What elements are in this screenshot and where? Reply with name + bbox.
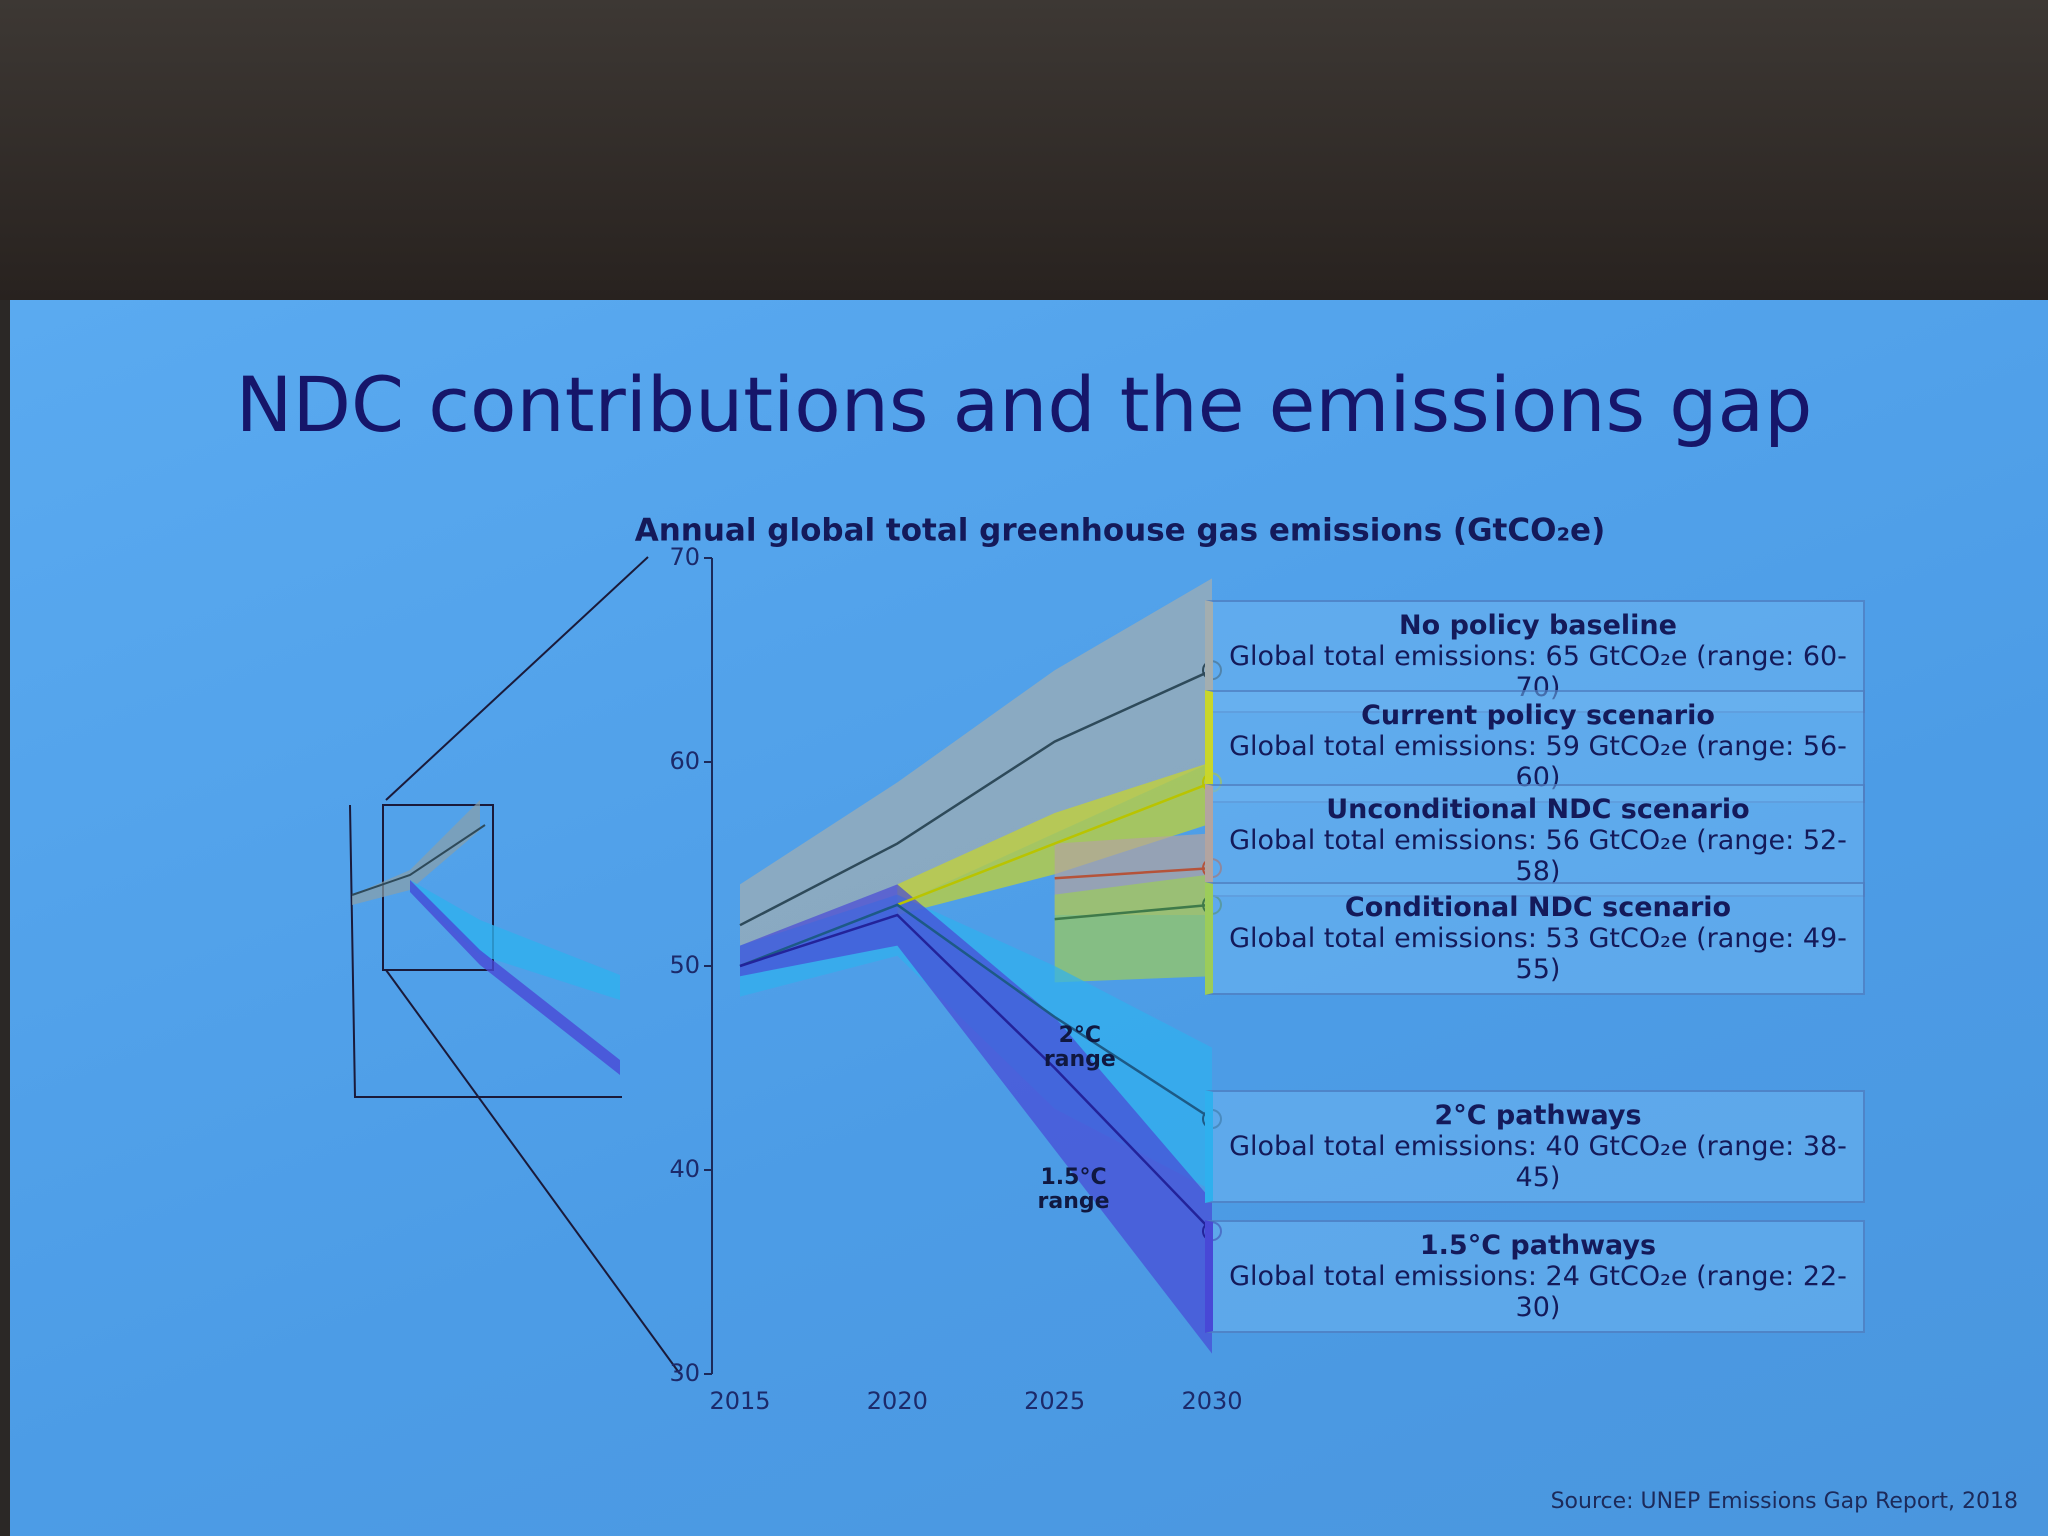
slide-title: NDC contributions and the emissions gap [235,360,1813,449]
legend-box: 1.5°C pathways Global total emissions: 24… [1205,1220,1865,1333]
series-line [739,913,1213,1233]
series-line [739,669,1213,927]
y-tick-label: 50 [669,951,700,979]
x-tick-label: 2030 [1181,1387,1242,1415]
range-band [740,578,1212,966]
range-annotation: 1.5°C range [1037,1165,1110,1215]
legend-detail: Global total emissions: 24 GtCO₂e (range… [1229,1261,1847,1323]
y-tick-label: 40 [669,1155,700,1183]
range-band [1054,874,1212,983]
chart-title: Annual global total greenhouse gas emiss… [635,513,1606,549]
legend-detail: Global total emissions: 56 GtCO₂e (range… [1229,825,1847,887]
x-tick-label: 2020 [867,1387,928,1415]
legend-box: 2°C pathways Global total emissions: 40 G… [1205,1090,1865,1203]
x-tick-label: 2015 [709,1387,770,1415]
y-tick-label: 70 [669,543,700,571]
legend-name: Unconditional NDC scenario [1326,794,1750,825]
legend-name: 1.5°C pathways [1419,1230,1657,1261]
legend-name: 2°C pathways [1434,1100,1642,1131]
legend-name: Current policy scenario [1361,700,1715,731]
y-tick-label: 30 [669,1359,700,1387]
range-band [740,884,1212,1354]
legend-name: Conditional NDC scenario [1344,892,1732,923]
range-annotation: 2°C range [1043,1022,1116,1072]
legend-detail: Global total emissions: 65 GtCO₂e (range… [1229,641,1847,703]
series-line [739,903,1213,1121]
legend-detail: Global total emissions: 40 GtCO₂e (range… [1229,1131,1847,1193]
series-line [1054,903,1213,921]
series-line [1054,866,1213,880]
source-note: Source: UNEP Emissions Gap Report, 2018 [1550,1489,2018,1514]
legend-box: Unconditional NDC scenario Global total e… [1205,784,1865,897]
background [0,0,2048,300]
legend-box: Conditional NDC scenario Global total emi… [1205,882,1865,995]
series-line [896,781,1213,906]
legend-name: No policy baseline [1399,610,1677,641]
legend-detail: Global total emissions: 59 GtCO₂e (range… [1229,731,1847,793]
x-tick-label: 2025 [1024,1387,1085,1415]
inset-thumbnail [349,556,681,1375]
legend-detail: Global total emissions: 53 GtCO₂e (range… [1229,923,1847,985]
range-band [897,762,1212,915]
y-tick-label: 60 [669,747,700,775]
